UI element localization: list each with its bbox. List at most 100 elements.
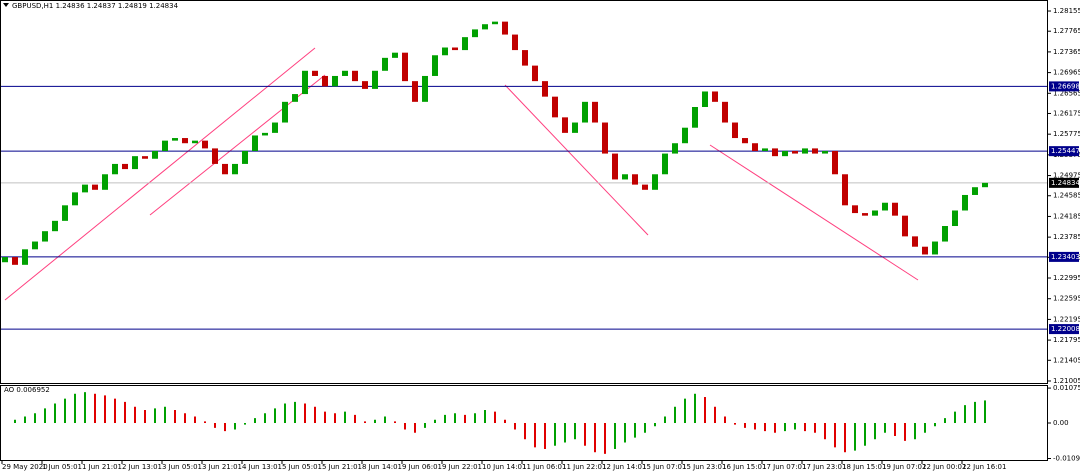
level-label-box <box>1049 324 1079 335</box>
candle <box>572 122 578 133</box>
candle <box>682 127 688 144</box>
price-label-box <box>1049 177 1079 188</box>
y-tick-label: 1.26965 <box>1053 69 1080 77</box>
candle <box>192 140 198 144</box>
candle <box>582 101 588 123</box>
y-tick-label: 1.27365 <box>1053 48 1080 56</box>
candle <box>852 205 858 214</box>
candle <box>522 50 528 66</box>
candle <box>862 213 868 216</box>
candle <box>702 91 708 108</box>
x-tick-label: 11 Jun 06:01 <box>522 463 566 471</box>
candle <box>162 140 168 151</box>
level-label: 1.26698 <box>1051 82 1080 90</box>
candle <box>942 226 948 242</box>
candle <box>792 150 798 154</box>
x-tick-label: 19 Jun 07:01 <box>882 463 926 471</box>
x-tick-label: 11 Jun 22:01 <box>562 463 606 471</box>
trend-line <box>504 84 649 236</box>
level-label: 1.25447 <box>1051 147 1080 155</box>
candle <box>742 138 748 144</box>
candle <box>442 47 448 56</box>
candle <box>202 140 208 149</box>
level-label-box <box>1049 146 1079 157</box>
candle <box>32 241 38 250</box>
candle <box>82 184 88 193</box>
candle <box>252 135 258 151</box>
candle <box>872 210 878 216</box>
candle <box>722 101 728 123</box>
candle <box>72 192 78 206</box>
x-tick-label: 1 Jun 21:01 <box>82 463 122 471</box>
candle <box>622 174 628 180</box>
x-tick-label: 3 Jun 05:01 <box>162 463 202 471</box>
x-tick-label: 5 Jun 21:01 <box>322 463 362 471</box>
x-tick-label: 17 Jun 07:01 <box>762 463 806 471</box>
y-tick-label: 1.27765 <box>1053 27 1080 35</box>
candle <box>152 150 158 159</box>
candle <box>652 174 658 190</box>
y-tick-label: 1.21005 <box>1053 377 1080 385</box>
candle <box>372 70 378 89</box>
candle <box>842 174 848 206</box>
candle <box>772 148 778 157</box>
candle <box>552 96 558 118</box>
x-tick-label: 15 Jun 23:01 <box>682 463 726 471</box>
x-tick-label: 4 Jun 13:01 <box>242 463 282 471</box>
candle <box>112 163 118 175</box>
candle <box>342 70 348 76</box>
x-tick-label: 16 Jun 15:01 <box>722 463 766 471</box>
y-tick-label: 1.21795 <box>1053 336 1080 344</box>
candle <box>932 241 938 255</box>
x-tick-label: 3 Jun 21:01 <box>202 463 242 471</box>
candle <box>562 117 568 133</box>
candle <box>452 47 458 51</box>
level-label-box <box>1049 251 1079 262</box>
candle <box>882 202 888 211</box>
candle <box>422 75 428 102</box>
candle <box>892 202 898 216</box>
x-tick-label: 10 Jun 14:01 <box>482 463 526 471</box>
candle <box>922 246 928 255</box>
candle <box>972 187 978 195</box>
x-tick-label: 15 Jun 07:01 <box>642 463 686 471</box>
candle <box>62 205 68 221</box>
candle <box>822 150 828 154</box>
candle <box>952 210 958 227</box>
candle <box>282 101 288 123</box>
candle <box>332 75 338 87</box>
candle <box>912 236 918 247</box>
y-tick-label: 1.22595 <box>1053 295 1080 303</box>
y-tick-label: 1.25775 <box>1053 130 1080 138</box>
candle <box>482 24 488 30</box>
candle <box>172 138 178 141</box>
candle <box>132 156 138 170</box>
x-tick-label: 18 Jun 15:01 <box>842 463 886 471</box>
candle <box>642 184 648 190</box>
x-tick-label: 5 Jun 05:01 <box>282 463 322 471</box>
candle <box>632 174 638 185</box>
y-tick-label: 1.24975 <box>1053 172 1080 180</box>
level-label-box <box>1049 81 1079 92</box>
y-tick-label: 1.23785 <box>1053 233 1080 241</box>
candle <box>142 156 148 159</box>
candle <box>802 148 808 154</box>
x-tick-label: 9 Jun 22:01 <box>442 463 482 471</box>
y-tick-label: 1.24585 <box>1053 192 1080 200</box>
candle <box>492 21 498 25</box>
candle <box>262 132 268 136</box>
candle <box>592 101 598 123</box>
candle <box>602 122 608 154</box>
candle <box>292 94 298 102</box>
y-tick-label: 1.26565 <box>1053 89 1080 97</box>
x-tick-label: 22 Jun 00:01 <box>922 463 966 471</box>
menu-arrow[interactable] <box>3 3 9 7</box>
candle <box>322 75 328 87</box>
chart-title: GBPUSD,H1 1.24836 1.24837 1.24819 1.2483… <box>12 2 179 10</box>
candle <box>712 91 718 102</box>
candle <box>392 52 398 58</box>
trend-line <box>709 144 919 281</box>
candle <box>232 163 238 175</box>
